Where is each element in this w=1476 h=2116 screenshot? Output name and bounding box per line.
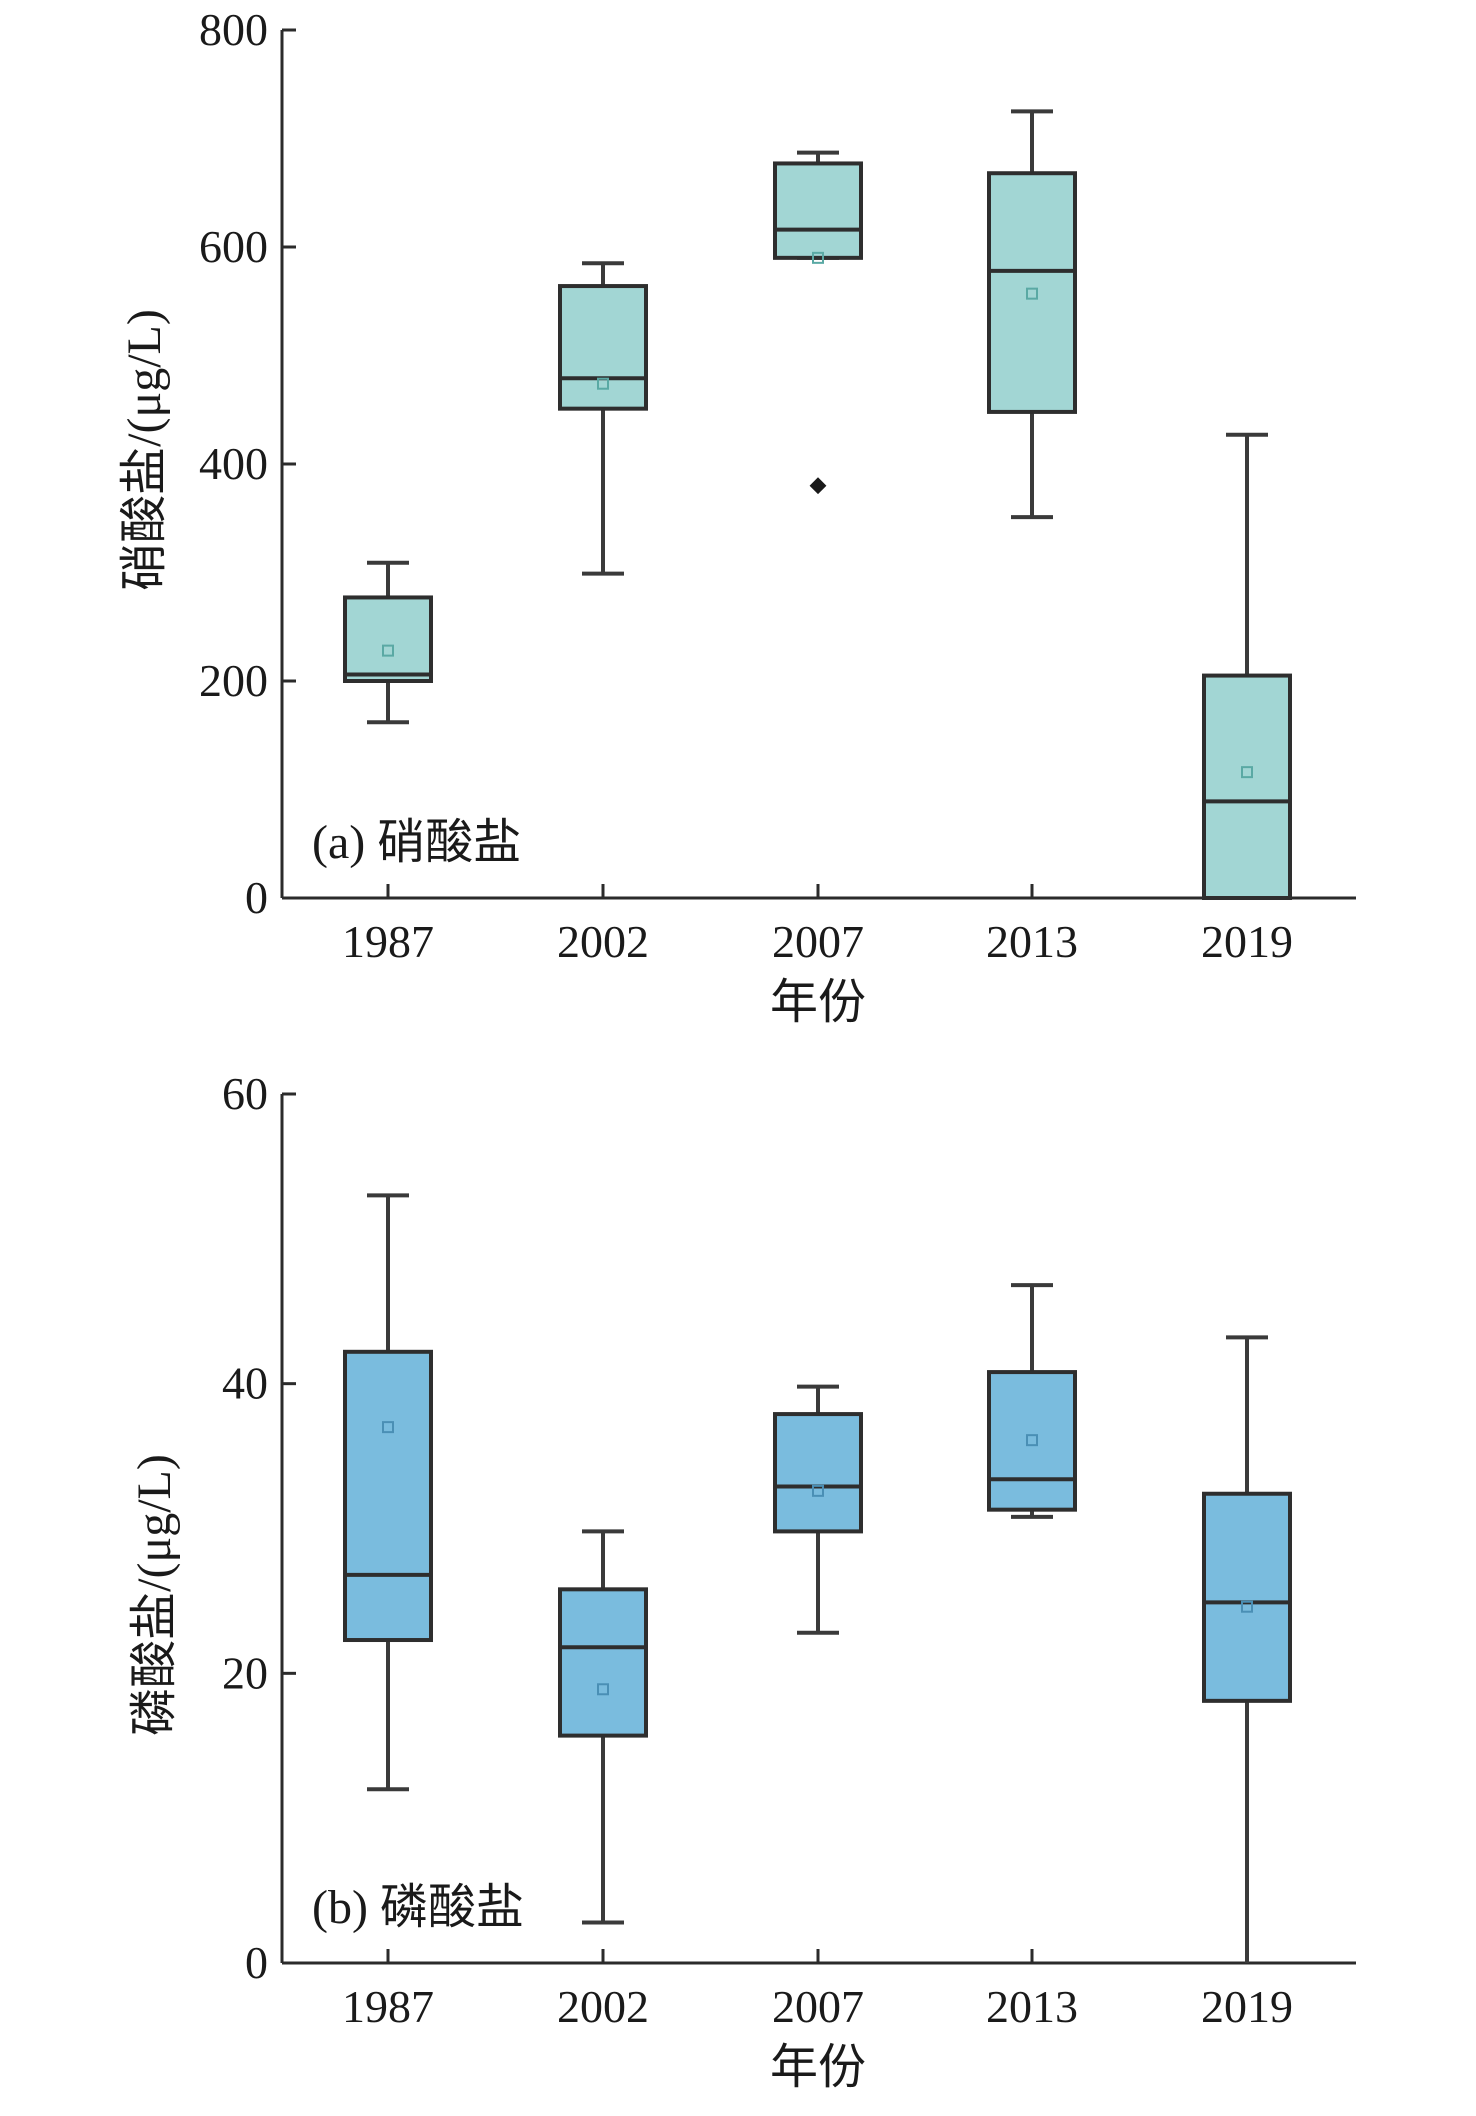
y-axis-title: 硝酸盐/(μg/L) [118, 309, 171, 591]
iqr-box [773, 161, 863, 260]
y-tick-label: 60 [222, 1068, 268, 1119]
iqr-box [773, 1412, 863, 1534]
y-tick-label: 400 [199, 438, 268, 489]
y-tick-label: 600 [199, 221, 268, 272]
x-tick-label: 2013 [986, 1981, 1078, 2032]
iqr-box [343, 595, 433, 684]
x-axis-title: 年份 [770, 976, 866, 1029]
x-tick-label: 2019 [1201, 1981, 1293, 2032]
mean-marker [382, 644, 394, 657]
iqr-box [987, 1370, 1077, 1512]
y-tick-label: 800 [199, 4, 268, 55]
iqr-box [343, 1349, 433, 1643]
box-2019 [1202, 432, 1292, 901]
panel-b-phosphate: 0 20 40 60 1987 2002 2007 2013 2019 (b) 磷酸盐 年份 磷… [128, 1068, 1356, 2094]
x-tick-label: 2007 [772, 1981, 864, 2032]
panel-a-nitrate: 0 200 400 600 800 1987 2002 2007 2013 2019 (a) 硝酸… [118, 4, 1356, 1029]
y-tick-label: 0 [245, 1937, 268, 1988]
x-tick-label: 1987 [342, 1981, 434, 2032]
iqr-box [987, 171, 1077, 414]
x-tick-label: 2002 [557, 1981, 649, 2032]
x-tick-label: 2007 [772, 916, 864, 967]
x-tick-label: 2002 [557, 916, 649, 967]
y-tick-label: 40 [222, 1358, 268, 1409]
iqr-box [1202, 1491, 1292, 1703]
mean-marker [1026, 1434, 1038, 1447]
y-tick-label: 0 [245, 872, 268, 923]
box-2002 [558, 1529, 648, 1925]
mean-marker [1241, 766, 1253, 779]
iqr-box [1202, 673, 1292, 901]
iqr-box [558, 284, 648, 411]
mean-marker [597, 1683, 609, 1696]
mean-marker [382, 1421, 394, 1434]
iqr-box [558, 1587, 648, 1738]
mean-marker [597, 377, 609, 390]
mean-marker [1026, 287, 1038, 300]
box-2007 [773, 1384, 863, 1635]
mean-marker [812, 1484, 824, 1497]
box-2019 [1202, 1335, 1292, 1963]
box-1987 [343, 1193, 433, 1792]
mean-marker [812, 251, 824, 264]
box-2013 [987, 109, 1077, 520]
y-axis-title: 磷酸盐/(μg/L) [128, 1454, 181, 1736]
y-tick-label: 200 [199, 655, 268, 706]
y-tick-label: 20 [222, 1647, 268, 1698]
panel-label: (b) 磷酸盐 [312, 1881, 524, 1934]
x-tick-label: 1987 [342, 916, 434, 967]
box-2007 [773, 150, 863, 495]
box-2002 [558, 261, 648, 576]
box-1987 [343, 560, 433, 725]
outlier-point [809, 477, 827, 495]
x-axis-title: 年份 [770, 2041, 866, 2094]
x-tick-label: 2019 [1201, 916, 1293, 967]
x-tick-label: 2013 [986, 916, 1078, 967]
box-2013 [987, 1283, 1077, 1519]
mean-marker [1241, 1600, 1253, 1613]
panel-label: (a) 硝酸盐 [312, 816, 521, 869]
